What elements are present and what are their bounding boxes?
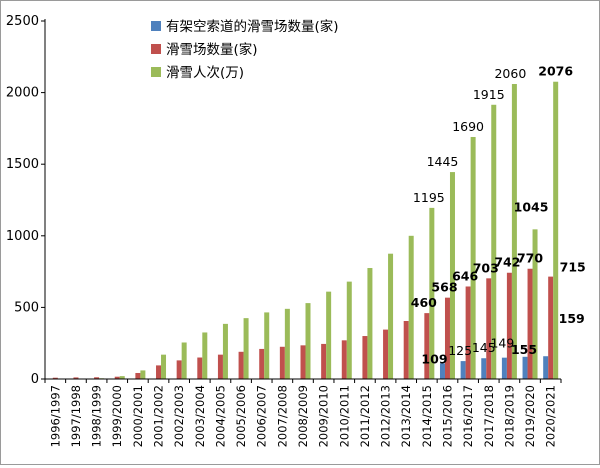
x-tick-label: 2018/2019: [502, 385, 516, 447]
x-tick-label: 2008/2009: [296, 385, 310, 447]
axes: [45, 19, 561, 379]
data-label: 770: [517, 251, 543, 266]
data-label: 2060: [494, 66, 526, 81]
data-label: 109: [421, 351, 447, 366]
bar: [223, 324, 228, 379]
x-tick-label: 1998/1999: [90, 385, 104, 447]
bar: [481, 358, 486, 379]
x-tick-label: 2013/2014: [399, 385, 413, 447]
bar: [362, 336, 367, 379]
data-label: 1690: [452, 119, 484, 134]
x-tick-label: 2014/2015: [420, 385, 434, 447]
data-label: 1195: [413, 190, 445, 205]
bar: [383, 330, 388, 379]
y-tick-label: 1500: [6, 157, 39, 172]
x-tick-label: 2005/2006: [234, 385, 248, 447]
bar: [244, 318, 249, 379]
legend-label: 滑雪场数量(家): [166, 41, 258, 58]
bar: [548, 277, 553, 379]
data-label: 159: [559, 311, 585, 326]
bar: [424, 313, 429, 379]
x-tick-label: 2016/2017: [461, 385, 475, 447]
bar: [280, 347, 285, 379]
x-tick-label: 2001/2002: [152, 385, 166, 447]
bar: [367, 268, 372, 379]
x-tick-label: 2004/2005: [213, 385, 227, 447]
bar: [466, 286, 471, 379]
data-label: 715: [560, 260, 586, 275]
x-tick-label: 2003/2004: [193, 385, 207, 447]
y-tick-label: 2500: [6, 14, 39, 29]
x-axis: 1996/1997 1997/1998 1998/1999 1999/2000 2000…: [45, 379, 561, 447]
data-label: 125: [448, 343, 472, 358]
x-tick-label: 2010/2011: [337, 385, 351, 447]
x-tick-label: 1999/2000: [110, 385, 124, 447]
bar: [528, 269, 533, 379]
bar: [445, 298, 450, 379]
bar: [326, 292, 331, 379]
bar: [135, 373, 140, 379]
bar: [177, 360, 182, 379]
data-label: 1045: [514, 199, 549, 214]
y-tick-label: 1000: [6, 229, 39, 244]
bar: [523, 357, 528, 379]
bar: [342, 340, 347, 379]
bar: [553, 82, 558, 379]
bar: [197, 358, 202, 379]
bar: [156, 365, 161, 379]
bar: [161, 355, 166, 379]
y-axis: 0 500 1000 1500 2000 2500: [6, 14, 45, 387]
bar: [502, 358, 507, 379]
x-tick-label: 2000/2001: [131, 385, 145, 447]
legend-swatch: [151, 67, 161, 77]
data-label: 460: [411, 295, 437, 310]
y-tick-label: 0: [31, 372, 39, 387]
x-tick-label: 2012/2013: [379, 385, 393, 447]
bar: [285, 309, 290, 379]
x-tick-label: 2002/2003: [172, 385, 186, 447]
bar: [347, 282, 352, 379]
y-tick-label: 500: [14, 300, 39, 315]
bar: [306, 303, 311, 379]
bar: [301, 345, 306, 379]
x-tick-label: 1997/1998: [69, 385, 83, 447]
x-tick-label: 2009/2010: [317, 385, 331, 447]
bar: [140, 370, 145, 379]
x-tick-label: 2020/2021: [544, 385, 558, 447]
x-tick-label: 2019/2020: [523, 385, 537, 447]
bar: [182, 342, 187, 379]
bar: [404, 321, 409, 379]
chart-legend: 有架空索道的滑雪场数量(家) 滑雪场数量(家) 滑雪人次(万): [151, 18, 339, 81]
bar: [321, 344, 326, 379]
bar: [239, 352, 244, 379]
x-tick-label: 1996/1997: [48, 385, 62, 447]
bar: [388, 254, 393, 379]
bar: [486, 278, 491, 379]
bar: [264, 312, 269, 379]
bar: [461, 361, 466, 379]
data-label: 1445: [427, 154, 459, 169]
legend-label: 滑雪人次(万): [166, 65, 244, 81]
legend-swatch: [151, 21, 161, 31]
legend-swatch: [151, 44, 161, 54]
legend-label: 有架空索道的滑雪场数量(家): [166, 18, 339, 35]
data-label: 1915: [473, 87, 505, 102]
bar: [259, 349, 264, 379]
x-tick-label: 2017/2018: [482, 385, 496, 447]
x-tick-label: 2015/2016: [440, 385, 454, 447]
bar: [543, 356, 548, 379]
data-label: 155: [511, 342, 537, 357]
x-tick-label: 2011/2012: [358, 385, 372, 447]
bar: [202, 332, 207, 379]
data-label: 2076: [538, 64, 573, 79]
y-tick-label: 2000: [6, 86, 39, 101]
x-tick-label: 2006/2007: [255, 385, 269, 447]
bar: [507, 273, 512, 379]
bar: [218, 355, 223, 379]
x-tick-label: 2007/2008: [275, 385, 289, 447]
